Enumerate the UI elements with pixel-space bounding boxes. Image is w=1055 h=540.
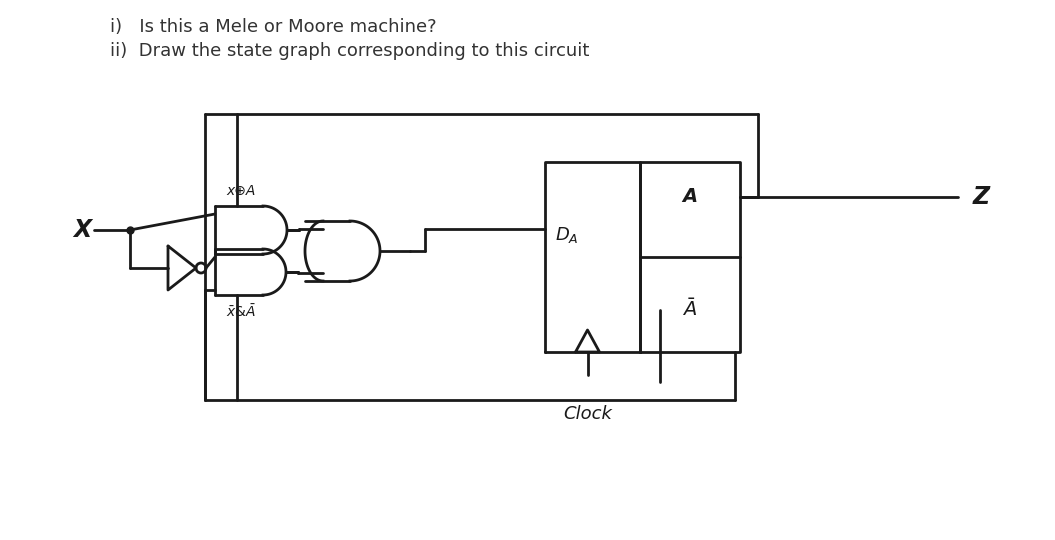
Text: $D_A$: $D_A$ (555, 225, 578, 245)
Text: A: A (683, 187, 697, 206)
Text: $\bar{A}$: $\bar{A}$ (683, 299, 697, 320)
Text: Clock: Clock (563, 405, 612, 423)
Text: Z: Z (973, 185, 991, 208)
Text: x⊕A: x⊕A (227, 184, 255, 198)
Text: X: X (73, 218, 91, 242)
Text: i)   Is this a Mele or Moore machine?: i) Is this a Mele or Moore machine? (110, 18, 437, 36)
Text: $\bar{x}$&$\bar{A}$: $\bar{x}$&$\bar{A}$ (226, 303, 256, 320)
Text: ii)  Draw the state graph corresponding to this circuit: ii) Draw the state graph corresponding t… (110, 42, 590, 60)
